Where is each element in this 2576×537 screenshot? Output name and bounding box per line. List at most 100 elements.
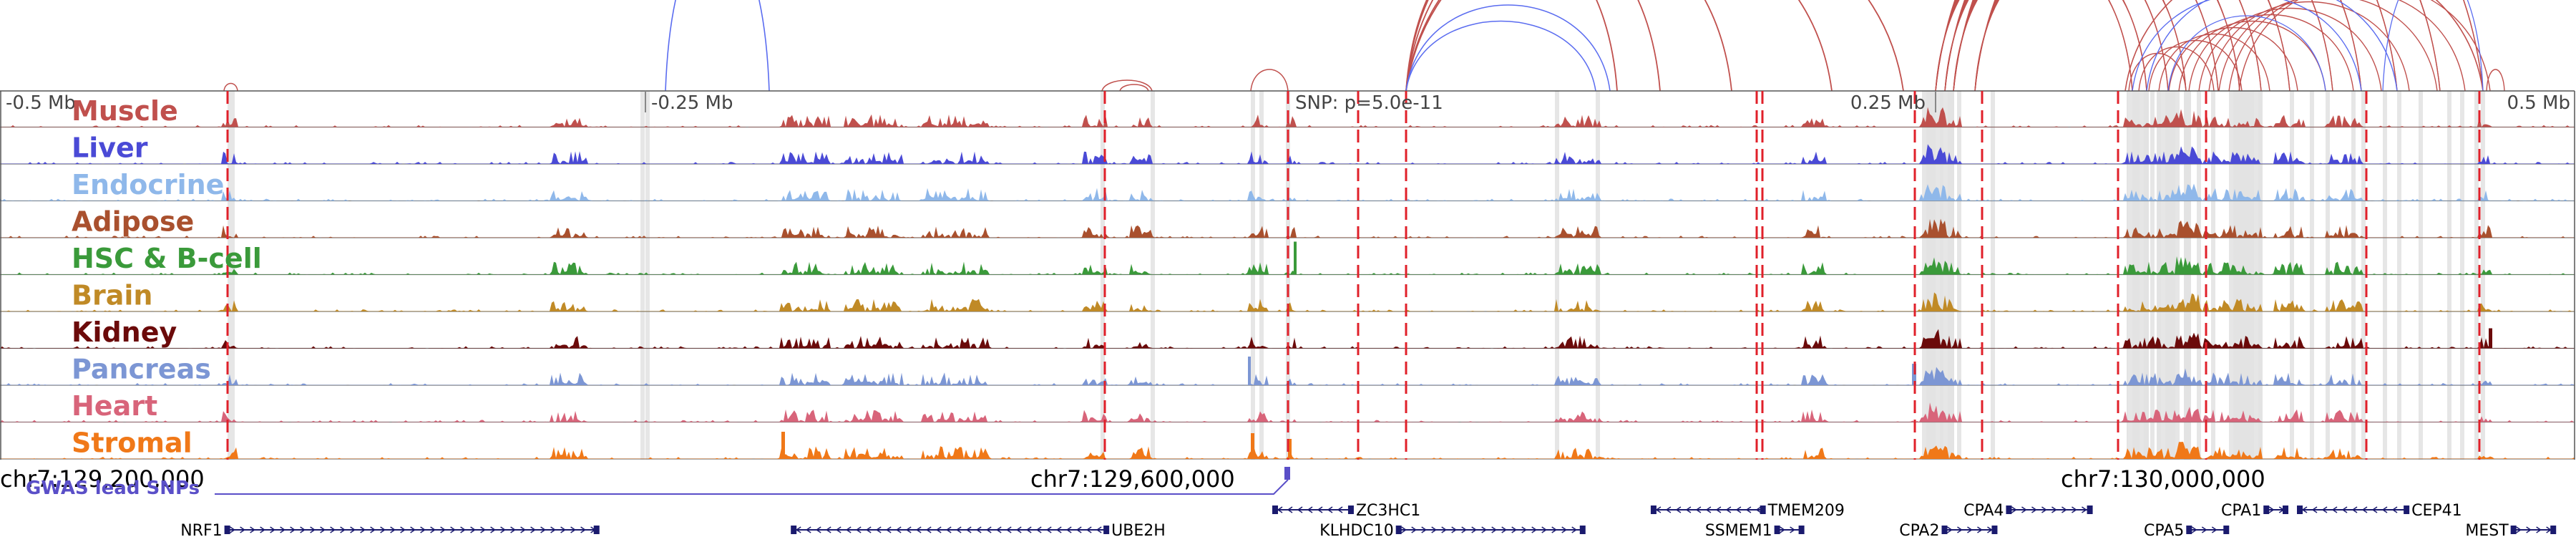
gene-exon (1650, 505, 1657, 514)
strand-arrow (240, 526, 245, 533)
strand-arrow (1481, 526, 1488, 533)
strand-arrow (1665, 506, 1672, 513)
highlight-column (2290, 91, 2294, 460)
gene-klhdc10: KLHDC10 (1319, 522, 1586, 537)
strand-arrow (560, 526, 566, 533)
interaction-arc (1405, 20, 1596, 92)
strand-arrow (1337, 506, 1343, 513)
strand-arrow (1531, 526, 1538, 533)
strand-arrow (1096, 526, 1102, 533)
gene-exon (1991, 526, 1998, 534)
interaction-arc (1944, 0, 2147, 92)
strand-arrow (1287, 506, 1293, 513)
track-label: Endocrine (72, 169, 224, 200)
gene-exon (1774, 526, 1780, 534)
strand-arrow (2391, 506, 2398, 513)
gene-label: NRF1 (180, 522, 222, 537)
interaction-arc (1974, 0, 2290, 92)
strand-arrow (1035, 526, 1042, 533)
signal-area (0, 144, 2575, 164)
gene-cpa2: CPA2 (1899, 522, 1998, 537)
strand-arrow (1715, 506, 1722, 513)
gene-exon (2263, 505, 2270, 514)
interaction-arc (2146, 0, 2398, 92)
strand-arrow (835, 526, 841, 533)
interaction-arc (2198, 8, 2382, 92)
scale-bar: SNP: p=5.0e-11 -0.5 Mb -0.25 Mb 0.25 Mb 0.5… (6, 91, 2570, 114)
signal-area (0, 402, 2575, 422)
gene-annotation-track: NRF1 UBE2H ZC3HC1 KLHDC10 TMEM209 SSMEM1 CPA4 C… (180, 502, 2557, 537)
gene-ssmem1: SSMEM1 (1705, 522, 1805, 537)
strand-arrow (1471, 526, 1478, 533)
strand-arrow (440, 526, 446, 533)
highlight-column (640, 91, 645, 460)
gene-exon (2186, 526, 2192, 534)
strand-arrow (1421, 526, 1428, 533)
track-label: Muscle (72, 95, 178, 127)
strand-arrow (1695, 506, 1702, 513)
strand-arrow (965, 526, 972, 533)
gene-tmem209: TMEM209 (1650, 502, 1845, 520)
strand-arrow (2072, 506, 2077, 513)
strand-arrow (1075, 526, 1082, 533)
strand-arrow (1065, 526, 1072, 533)
strand-arrow (2321, 506, 2328, 513)
coordinate-label: chr7:129,600,000 (1030, 465, 1235, 493)
strand-arrow (875, 526, 882, 533)
strand-arrow (1401, 526, 1407, 533)
highlight-column (2175, 91, 2180, 460)
strand-arrow (1327, 506, 1333, 513)
coordinate-label: chr7:130,000,000 (2061, 465, 2265, 493)
strand-arrow (1685, 506, 1692, 513)
highlight-column (1596, 91, 1600, 460)
gwas-lead-snps-track: GWAS lead SNPs (26, 467, 1290, 499)
interaction-arc (2188, 14, 2354, 92)
strand-arrow (1501, 526, 1508, 533)
strand-arrow (290, 526, 296, 533)
strand-arrow (410, 526, 416, 533)
strand-arrow (2371, 506, 2378, 513)
strand-arrow (2211, 526, 2218, 533)
interaction-arc (1405, 0, 1661, 92)
track-muscle (0, 107, 2575, 128)
gene-label: CPA2 (1899, 522, 1939, 537)
interaction-arcs (223, 0, 2505, 92)
track-label: Stromal (72, 427, 192, 459)
highlight-column (1151, 91, 1155, 460)
strand-arrow (1015, 526, 1022, 533)
highlight-column (2481, 91, 2485, 460)
strand-arrow (1055, 526, 1062, 533)
highlight-column (2254, 91, 2258, 460)
interaction-arc (2218, 0, 2438, 92)
strand-arrow (1561, 526, 1568, 533)
gene-cpa1: CPA1 (2221, 502, 2289, 520)
gene-label: CPA1 (2221, 502, 2261, 520)
strand-arrow (1551, 526, 1558, 533)
track-labels: Muscle Liver Endocrine Adipose HSC & B-cell B… (72, 95, 262, 459)
gene-exon (593, 526, 600, 534)
strand-arrow (350, 526, 356, 533)
highlight-column (1251, 91, 1255, 460)
strand-arrow (1957, 526, 1963, 533)
interaction-arc (223, 82, 238, 92)
interaction-arc (1974, 0, 2147, 92)
strand-arrow (1317, 506, 1323, 513)
gwas-snp-connector (215, 479, 1289, 495)
interaction-arc (1944, 0, 2240, 92)
strand-arrow (530, 526, 536, 533)
gene-label: TMEM209 (1767, 502, 1845, 520)
interaction-arc (2382, 0, 2484, 92)
interaction-arc (2138, 46, 2215, 92)
interaction-arc (1405, 0, 1904, 92)
highlight-column (2140, 91, 2144, 460)
strand-arrow (945, 526, 952, 533)
track-label: HSC & B-cell (72, 243, 262, 274)
track-label: Pancreas (72, 354, 211, 385)
strand-arrow (510, 526, 516, 533)
highlight-column (2161, 91, 2165, 460)
gwas-snp-marker (1284, 467, 1290, 480)
strand-arrow (2311, 506, 2318, 513)
strand-arrow (520, 526, 526, 533)
interaction-arc (1953, 0, 2133, 92)
interaction-arc (1953, 0, 2333, 92)
